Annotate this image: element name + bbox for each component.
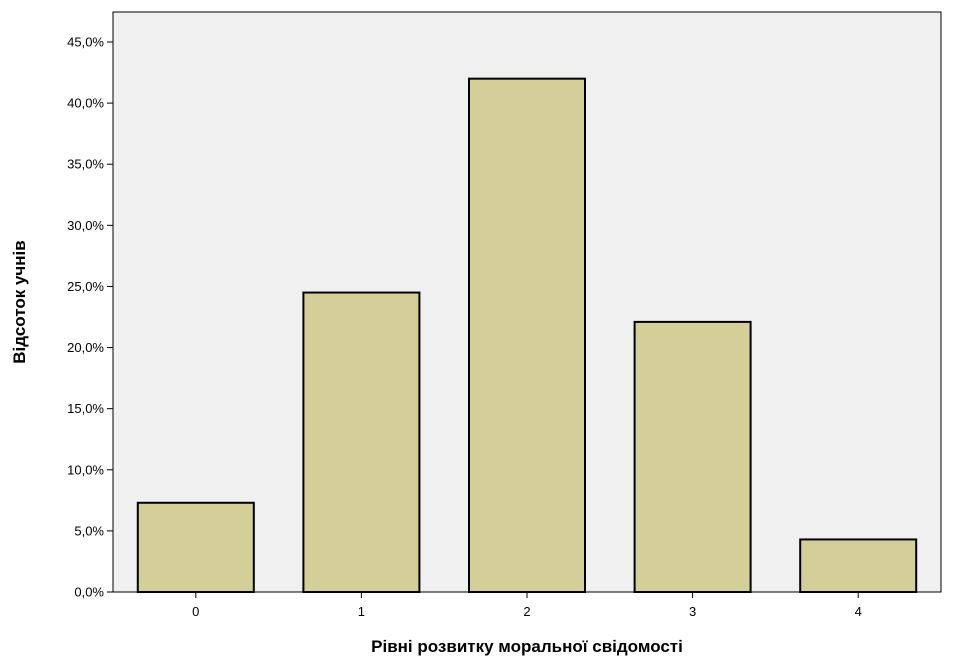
x-tick-label: 0 (192, 604, 199, 619)
y-tick-label: 45,0% (67, 35, 104, 50)
y-tick-label: 10,0% (67, 462, 104, 477)
bar-1 (302, 291, 421, 593)
x-tick-label: 1 (358, 604, 365, 619)
x-ticks-group: 0 1 2 3 4 (192, 592, 862, 619)
bar-4 (799, 538, 918, 594)
y-tick-label: 40,0% (67, 96, 104, 111)
y-tick-label: 15,0% (67, 401, 104, 416)
y-tick-label: 30,0% (67, 218, 104, 233)
x-axis-title: Рівні розвитку моральної свідомості (371, 637, 683, 656)
y-tick-label: 35,0% (67, 157, 104, 172)
bar-2 (468, 77, 586, 593)
y-tick-label: 20,0% (67, 340, 104, 355)
bars-group (136, 77, 918, 594)
x-tick-label: 4 (855, 604, 862, 619)
bar-0 (136, 501, 255, 593)
x-tick-label: 3 (689, 604, 696, 619)
y-ticks-group: 0,0% 5,0% 10,0% 15,0% 20,0% 25,0% 30,0% 35,0% 40… (67, 35, 113, 600)
bar-3 (633, 320, 752, 593)
y-tick-label: 5,0% (74, 523, 104, 538)
x-tick-label: 2 (523, 604, 530, 619)
y-tick-label: 0,0% (74, 585, 104, 600)
y-tick-label: 25,0% (67, 279, 104, 294)
y-axis-title: Відсоток учнів (10, 240, 29, 363)
